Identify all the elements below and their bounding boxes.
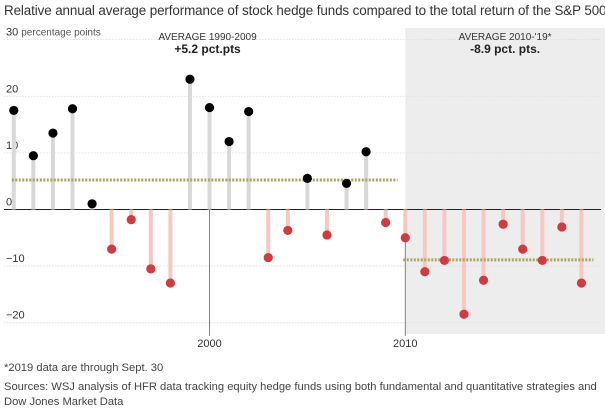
- average-value-1: -8.9 pct. pts.: [470, 42, 540, 56]
- average-label-1: AVERAGE 2010-'19*: [459, 32, 552, 43]
- point-2003: [263, 252, 273, 263]
- point-2002: [244, 106, 254, 117]
- point-2001: [224, 136, 234, 147]
- point-1993: [67, 104, 78, 114]
- point-2012: [439, 255, 450, 266]
- y-tick-label: 30 percentage points: [6, 27, 101, 39]
- point-2018: [557, 222, 567, 232]
- point-2007: [341, 178, 352, 189]
- average-value-0: +5.2 pct.pts: [174, 42, 241, 56]
- point-2013: [459, 309, 469, 319]
- point-1994: [87, 199, 97, 209]
- point-2004: [283, 225, 293, 236]
- x-tick-label: 2010: [393, 338, 417, 350]
- point-1997: [146, 264, 156, 274]
- point-2006: [322, 230, 332, 240]
- y-tick-label: 20: [6, 83, 18, 95]
- point-1990: [9, 105, 19, 116]
- point-2016: [518, 244, 528, 254]
- y-tick-label: −10: [6, 253, 25, 265]
- point-2014: [478, 275, 489, 285]
- point-2005: [302, 173, 312, 183]
- average-label-0: AVERAGE 1990-2009: [158, 32, 257, 43]
- point-2019: [576, 278, 587, 288]
- source-note: Sources: WSJ analysis of HFR data tracki…: [4, 381, 597, 408]
- point-2010: [400, 233, 410, 243]
- y-tick-label: −20: [6, 310, 25, 322]
- point-1999: [185, 74, 195, 84]
- point-1991: [28, 151, 38, 161]
- point-1995: [107, 244, 117, 254]
- point-1992: [48, 128, 58, 138]
- point-1996: [126, 215, 136, 225]
- y-unit-label: percentage points: [21, 28, 101, 39]
- point-2011: [420, 267, 430, 277]
- point-2017: [537, 255, 547, 266]
- y-tick-label: 0: [6, 196, 12, 208]
- point-2000: [204, 102, 215, 113]
- chart-title: Relative annual average performance of s…: [4, 3, 605, 18]
- x-tick-label: 2000: [197, 338, 221, 350]
- point-2015: [498, 219, 508, 229]
- point-2009: [381, 217, 391, 228]
- point-2008: [361, 147, 371, 157]
- shaded-region-2010-2019: [405, 28, 605, 334]
- footnote: *2019 data are through Sept. 30: [4, 362, 164, 374]
- point-1998: [165, 278, 175, 288]
